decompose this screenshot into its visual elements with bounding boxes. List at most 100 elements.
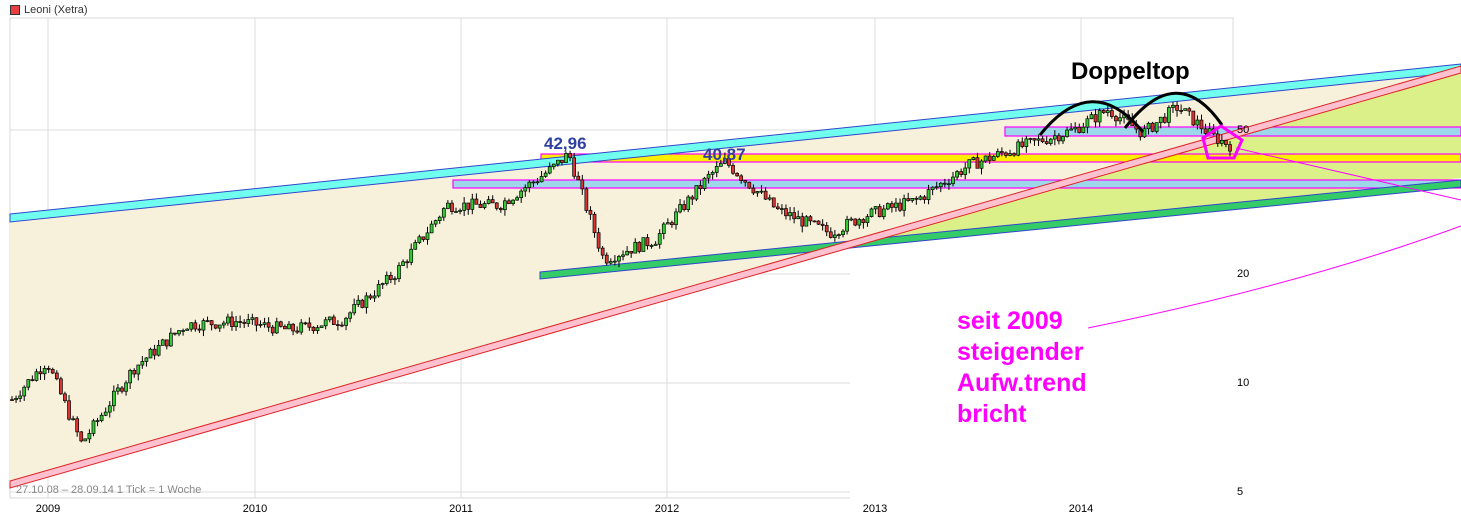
candle-up [417, 236, 422, 243]
candle-down [1020, 141, 1025, 147]
candle-down [906, 198, 911, 201]
candle-down [1215, 133, 1220, 144]
candle-up [519, 190, 524, 199]
candle-up [103, 411, 108, 416]
chart-title-bar: Leoni (Xetra) [10, 3, 88, 17]
candle-up [429, 223, 434, 234]
candle-down [466, 202, 471, 210]
candle-down [10, 399, 14, 401]
candle-down [731, 165, 735, 174]
candle-up [955, 171, 959, 178]
candle-down [861, 219, 866, 223]
candle-up [686, 196, 691, 210]
candle-down [291, 323, 295, 332]
candle-down [898, 202, 902, 211]
candle-up [327, 316, 332, 321]
y-tick-label: 10 [1237, 377, 1250, 390]
candle-down [1199, 119, 1204, 130]
candle-up [22, 386, 27, 397]
candle-up [710, 172, 715, 175]
x-tick-label: 2009 [35, 503, 61, 515]
candle-up [99, 414, 104, 421]
candle-down [388, 274, 393, 280]
candle-up [991, 156, 996, 161]
candle-down [1150, 122, 1155, 132]
candle-down [1101, 110, 1106, 113]
candle-down [604, 254, 609, 264]
candle-up [1220, 139, 1224, 144]
candle-up [653, 243, 658, 246]
candle-down [173, 332, 177, 335]
candle-up [967, 159, 972, 169]
candle-down [59, 378, 63, 395]
candle-down [197, 328, 202, 331]
candle-up [564, 153, 568, 163]
candle-up [169, 332, 173, 347]
annotation-trend-break: seit 2009 steigender Aufw.trend bricht [957, 306, 1087, 430]
candle-up [1105, 110, 1110, 113]
candle-up [315, 327, 320, 331]
candle-down [474, 198, 479, 205]
candle-up [136, 364, 141, 375]
candle-up [759, 190, 764, 193]
candle-up [221, 322, 226, 326]
candle-up [547, 166, 552, 174]
candle-down [46, 367, 51, 370]
candle-up [1048, 138, 1053, 144]
candle-down [792, 212, 796, 220]
candle-up [148, 348, 153, 359]
candle-down [735, 172, 739, 177]
annotation-line: steigender [957, 338, 1084, 366]
candle-up [617, 256, 621, 262]
candle-down [164, 339, 169, 347]
x-tick-label: 2010 [242, 503, 268, 515]
candle-down [283, 325, 287, 330]
candle-up [42, 367, 47, 375]
candle-up [393, 278, 397, 281]
candle-down [209, 320, 214, 326]
annotation-pointer-line [1087, 225, 1461, 329]
candle-down [568, 153, 572, 159]
candle-down [942, 182, 947, 185]
candle-down [1077, 126, 1082, 133]
candle-up [1142, 128, 1147, 138]
candle-down [584, 188, 589, 211]
y-tick-label: 50 [1237, 124, 1250, 136]
candle-down [763, 190, 768, 200]
candle-down [828, 231, 833, 238]
candle-up [87, 433, 92, 440]
candle-up [262, 322, 267, 325]
candle-up [845, 218, 849, 232]
annotation-line: Aufw.trend [957, 369, 1087, 397]
candle-up [470, 198, 475, 210]
candle-down [812, 220, 817, 223]
candle-up [1024, 138, 1029, 147]
candle-up [755, 191, 760, 194]
candle-up [246, 319, 251, 324]
candle-up [938, 182, 943, 188]
candle-down [816, 220, 821, 225]
candle-up [83, 438, 88, 442]
longterm-trend-band [9, 65, 1461, 489]
candle-down [152, 348, 157, 356]
candle-up [535, 181, 540, 184]
candle-up [462, 202, 467, 211]
candle-up [837, 234, 841, 237]
candle-down [307, 322, 312, 328]
candle-down [784, 208, 788, 217]
candle-down [747, 181, 752, 189]
candle-up [706, 173, 711, 179]
candle-up [454, 211, 458, 213]
candle-down [727, 158, 731, 166]
candle-down [890, 203, 894, 208]
candle-down [498, 208, 503, 211]
candle-down [682, 204, 686, 210]
legend-swatch-icon [10, 5, 20, 15]
candle-up [397, 265, 401, 280]
annotation-high-2012: 40,87 [703, 145, 746, 164]
candle-up [18, 395, 22, 399]
candle-up [433, 220, 438, 225]
candle-down [580, 179, 585, 190]
candle-down [629, 250, 634, 254]
